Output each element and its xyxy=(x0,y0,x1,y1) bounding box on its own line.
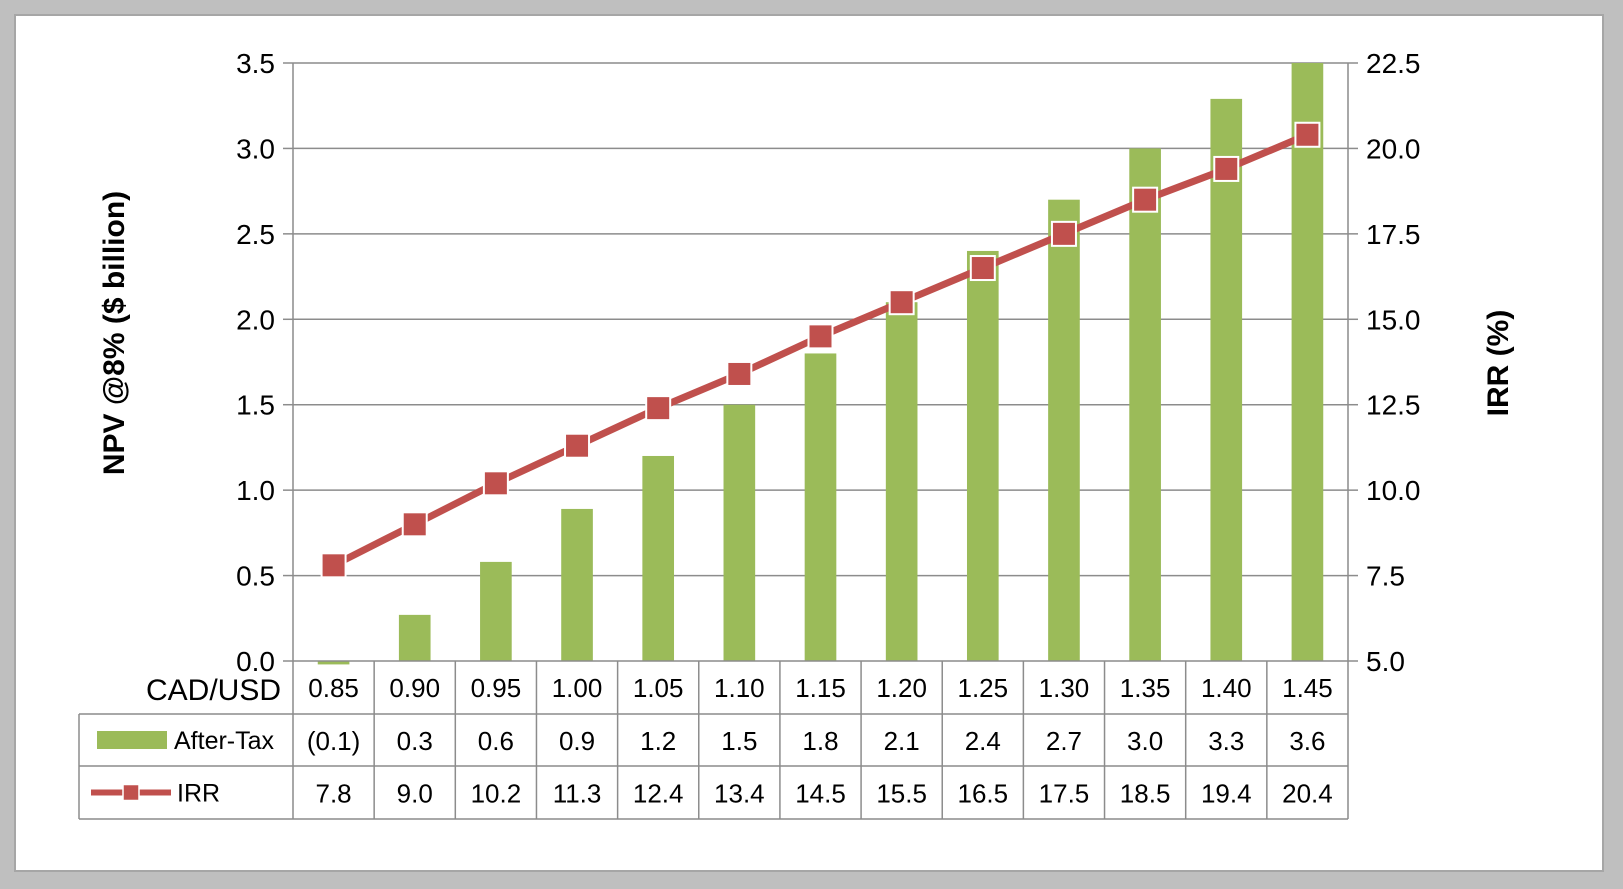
data-table: CAD/USD 0.85 0.90 0.95 1.00 1.05 1.10 1.15 1.20 1… xyxy=(78,660,1349,820)
y2-tick-label: 12.5 xyxy=(1366,390,1421,421)
y-tick-label: 0.5 xyxy=(236,561,275,592)
bar xyxy=(398,614,431,661)
category-label: 1.20 xyxy=(876,673,927,703)
legend-entry: IRR xyxy=(177,780,220,808)
irr-marker xyxy=(807,323,834,350)
y-axis-title: NPV @8% ($ billion) xyxy=(98,191,131,475)
line-series xyxy=(320,121,1321,579)
y-tick-label: 0.0 xyxy=(236,646,275,677)
y2-tick-label: 15.0 xyxy=(1366,304,1421,335)
irr-marker xyxy=(1132,186,1159,213)
irr-marker xyxy=(1050,220,1077,247)
irr-marker xyxy=(645,395,672,422)
y-tick-label: 3.5 xyxy=(236,48,275,79)
bar xyxy=(561,508,593,661)
irr-marker xyxy=(401,511,428,538)
bar xyxy=(1048,199,1080,661)
data-label: 10.2 xyxy=(471,779,522,809)
data-label: 0.6 xyxy=(478,726,514,756)
data-label: 20.4 xyxy=(1282,779,1333,809)
data-label: 15.5 xyxy=(876,779,927,809)
irr-marker xyxy=(320,552,347,579)
bar xyxy=(723,404,756,661)
data-label: 2.4 xyxy=(965,726,1001,756)
combo-chart: 0.0 0.5 1.0 1.5 2.0 2.5 3.0 3.5 5.0 7.5 10.0 12.5 15… xyxy=(78,48,1515,820)
data-label: 13.4 xyxy=(714,779,765,809)
category-label: 1.05 xyxy=(633,673,684,703)
category-label: 0.85 xyxy=(308,673,359,703)
data-label: (0.1) xyxy=(307,726,360,756)
bar xyxy=(1210,98,1243,661)
irr-marker xyxy=(1294,121,1321,148)
y2-axis-title: IRR (%) xyxy=(1482,310,1515,417)
bar xyxy=(966,250,999,661)
y2-tick-label: 22.5 xyxy=(1366,48,1421,79)
irr-marker xyxy=(1213,155,1240,182)
y-tick-label: 3.0 xyxy=(236,133,275,164)
y2-tick-label: 7.5 xyxy=(1366,561,1405,592)
legend-key-marker xyxy=(122,783,140,802)
data-label: 19.4 xyxy=(1201,779,1252,809)
data-label: 9.0 xyxy=(397,779,433,809)
bar xyxy=(642,455,675,661)
data-label: 3.6 xyxy=(1289,726,1325,756)
data-label: 3.3 xyxy=(1208,726,1244,756)
data-label: 3.0 xyxy=(1127,726,1163,756)
category-label: 1.10 xyxy=(714,673,765,703)
data-label: 0.9 xyxy=(559,726,595,756)
legend-entry: After-Tax xyxy=(174,727,275,755)
y2-tick-label: 5.0 xyxy=(1366,646,1405,677)
category-axis-label: CAD/USD xyxy=(146,674,281,707)
y-tick-label: 1.5 xyxy=(236,390,275,421)
irr-marker xyxy=(482,470,509,497)
category-label: 1.25 xyxy=(958,673,1009,703)
irr-marker xyxy=(726,360,753,387)
bar xyxy=(317,661,350,665)
legend-key-bar xyxy=(97,731,167,749)
bar-series xyxy=(317,63,1324,665)
chart-frame: 0.0 0.5 1.0 1.5 2.0 2.5 3.0 3.5 5.0 7.5 10.0 12.5 15… xyxy=(14,14,1604,872)
data-label: 18.5 xyxy=(1120,779,1171,809)
category-label: 1.15 xyxy=(795,673,846,703)
category-label: 1.35 xyxy=(1120,673,1171,703)
bar xyxy=(1129,148,1161,661)
axes: 0.0 0.5 1.0 1.5 2.0 2.5 3.0 3.5 5.0 7.5 10.0 12.5 15… xyxy=(236,48,1420,677)
y2-tick-label: 20.0 xyxy=(1366,133,1421,164)
data-label: 12.4 xyxy=(633,779,684,809)
data-label: 1.2 xyxy=(640,726,676,756)
y-tick-label: 2.5 xyxy=(236,219,275,250)
data-label: 2.7 xyxy=(1046,726,1082,756)
data-label: 2.1 xyxy=(884,726,920,756)
bar xyxy=(480,561,512,661)
category-label: 0.90 xyxy=(389,673,440,703)
category-label: 0.95 xyxy=(471,673,522,703)
data-label: 1.5 xyxy=(721,726,757,756)
data-label: 1.8 xyxy=(802,726,838,756)
data-label: 14.5 xyxy=(795,779,846,809)
bar xyxy=(804,353,837,661)
y2-tick-label: 17.5 xyxy=(1366,219,1421,250)
irr-marker xyxy=(969,255,996,282)
category-label: 1.40 xyxy=(1201,673,1252,703)
data-label: 0.3 xyxy=(397,726,433,756)
bar xyxy=(1291,63,1324,661)
data-label: 7.8 xyxy=(315,779,351,809)
data-label: 11.3 xyxy=(553,779,602,809)
category-label: 1.30 xyxy=(1039,673,1090,703)
irr-marker xyxy=(888,289,915,316)
y2-tick-label: 10.0 xyxy=(1366,475,1421,506)
category-label: 1.45 xyxy=(1282,673,1333,703)
category-label: 1.00 xyxy=(552,673,603,703)
data-label: 16.5 xyxy=(958,779,1009,809)
y-tick-label: 1.0 xyxy=(236,475,275,506)
y-tick-label: 2.0 xyxy=(236,304,275,335)
irr-marker xyxy=(564,432,591,459)
bar xyxy=(885,302,918,661)
data-label: 17.5 xyxy=(1039,779,1090,809)
